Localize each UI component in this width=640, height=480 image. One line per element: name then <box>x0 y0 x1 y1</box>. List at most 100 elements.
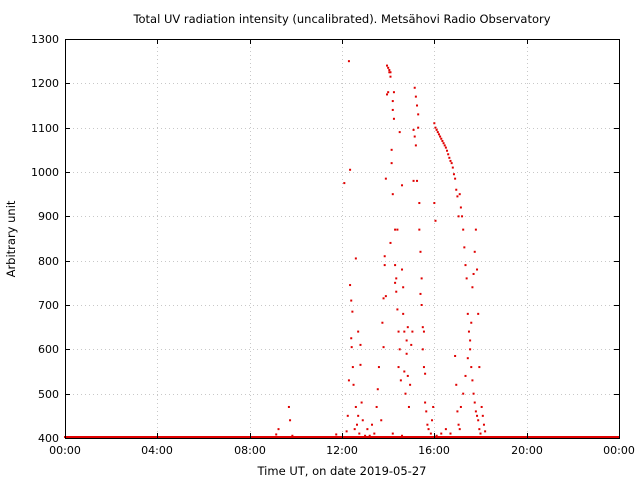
data-point <box>277 428 280 431</box>
baseline-point <box>600 436 603 438</box>
data-point <box>403 370 406 373</box>
baseline-point <box>102 436 105 438</box>
baseline-point <box>178 436 181 438</box>
y-tick-label: 1000 <box>31 166 59 179</box>
baseline-point <box>326 436 328 438</box>
baseline-point <box>405 436 408 438</box>
baseline-point <box>386 436 389 438</box>
baseline-point <box>522 436 525 438</box>
data-point <box>375 405 378 408</box>
baseline-point <box>507 436 510 438</box>
baseline-point <box>295 436 298 438</box>
baseline-point <box>548 436 551 438</box>
baseline-point <box>382 436 385 438</box>
data-point <box>458 193 461 196</box>
baseline-point <box>554 436 557 438</box>
data-point <box>481 414 484 417</box>
data-point <box>426 423 429 426</box>
baseline-point <box>544 436 547 438</box>
baseline-point <box>282 436 285 438</box>
baseline-point <box>383 436 386 438</box>
baseline-point <box>200 436 203 438</box>
baseline-point <box>172 436 175 438</box>
baseline-point <box>267 436 270 438</box>
data-point <box>380 419 383 422</box>
baseline-point <box>170 436 173 438</box>
baseline-point <box>611 436 614 438</box>
baseline-point <box>132 436 135 438</box>
baseline-point <box>612 436 615 438</box>
baseline-point <box>373 436 376 438</box>
baseline-point <box>609 436 612 438</box>
data-point <box>351 310 354 313</box>
baseline-point <box>151 436 154 438</box>
data-point <box>446 149 449 152</box>
baseline-point <box>67 436 70 438</box>
baseline-point <box>346 436 349 438</box>
baseline-point <box>425 436 428 438</box>
baseline-point <box>111 436 114 438</box>
data-point <box>381 321 384 324</box>
baseline-point <box>596 436 599 438</box>
data-point <box>470 321 473 324</box>
baseline-point <box>451 436 454 438</box>
baseline-point <box>290 436 293 438</box>
baseline-point <box>482 436 485 438</box>
baseline-point <box>432 436 435 438</box>
baseline-point <box>94 436 97 438</box>
baseline-point <box>240 436 243 438</box>
baseline-point <box>85 436 88 438</box>
baseline-point <box>79 436 81 438</box>
baseline-point <box>127 436 130 438</box>
baseline-point <box>530 436 533 438</box>
baseline-point <box>293 436 296 438</box>
baseline-point <box>357 436 360 438</box>
data-point <box>394 281 397 284</box>
baseline-point <box>564 436 567 438</box>
data-point <box>441 139 444 142</box>
baseline-point <box>546 436 549 438</box>
baseline-point <box>579 436 582 438</box>
data-point <box>364 434 367 437</box>
baseline-point <box>552 436 555 438</box>
baseline-point <box>447 436 450 438</box>
baseline-point <box>139 436 142 438</box>
baseline-point <box>255 436 258 438</box>
baseline-point <box>194 436 197 438</box>
baseline-point <box>367 436 370 438</box>
baseline-point <box>147 436 150 438</box>
baseline-point <box>352 436 355 438</box>
baseline-point <box>497 436 500 438</box>
baseline-point <box>284 436 287 438</box>
baseline-point <box>570 436 573 438</box>
baseline-point <box>553 436 556 438</box>
baseline-point <box>413 436 416 438</box>
baseline-point <box>119 436 122 438</box>
baseline-point <box>486 436 489 438</box>
data-point <box>459 206 462 209</box>
data-point <box>462 392 465 395</box>
baseline-point <box>215 436 218 438</box>
y-tick-label: 400 <box>38 432 59 445</box>
data-point <box>401 268 404 271</box>
baseline-point <box>328 436 331 438</box>
data-point <box>382 346 385 349</box>
baseline-point <box>551 436 554 438</box>
data-point <box>464 264 467 267</box>
baseline-point <box>501 436 504 438</box>
baseline-point <box>392 436 395 438</box>
y-tick-label: 1300 <box>31 33 59 46</box>
baseline-point <box>360 436 363 438</box>
baseline-point <box>99 436 102 438</box>
baseline-point <box>581 436 584 438</box>
data-point <box>484 430 487 433</box>
data-point <box>392 91 395 94</box>
baseline-point <box>541 436 544 438</box>
data-point <box>407 405 410 408</box>
baseline-point <box>491 436 494 438</box>
baseline-point <box>434 436 437 438</box>
baseline-point <box>569 436 572 438</box>
y-tick-label: 900 <box>38 210 59 223</box>
baseline-point <box>130 436 133 438</box>
data-point <box>391 100 394 103</box>
